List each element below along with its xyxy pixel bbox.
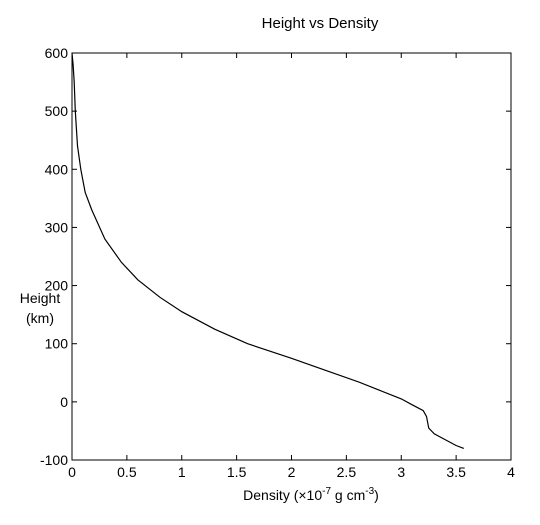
x-axis-label-exp2: -3 [365,486,374,497]
y-tick-label: 400 [45,161,69,177]
x-tick-label: 1 [178,464,186,480]
x-tick-label: 4 [507,464,515,480]
series-line [71,52,465,449]
x-axis-label-suffix: ) [374,487,379,503]
axis-ticks [71,52,512,461]
x-axis-label-exp: -7 [322,486,331,497]
y-tick-label: 100 [45,336,69,352]
x-axis-label: Density (×10-7 g cm-3) [243,486,379,503]
x-tick-label: 3 [397,464,405,480]
x-axis-label-prefix: Density (×10 [243,487,322,503]
x-tick-label: 1.5 [227,464,247,480]
y-axis-label-line2: (km) [26,310,54,326]
plot-frame [71,52,512,461]
x-tick-label: 0.5 [117,464,137,480]
y-tick-label: 300 [45,219,69,235]
y-tick-label: 500 [45,103,69,119]
x-tick-label: 3.5 [446,464,466,480]
x-tick-label: 0 [68,464,76,480]
y-tick-label: 0 [60,394,68,410]
y-axis-label-line1: Height [20,290,61,306]
y-tick-label: -100 [40,452,68,468]
x-tick-label: 2.5 [337,464,357,480]
x-axis-label-mid: g cm [331,487,365,503]
y-tick-label: 600 [45,45,69,61]
y-tick-label: 200 [45,278,69,294]
chart-title: Height vs Density [262,15,379,32]
x-tick-label: 2 [288,464,296,480]
